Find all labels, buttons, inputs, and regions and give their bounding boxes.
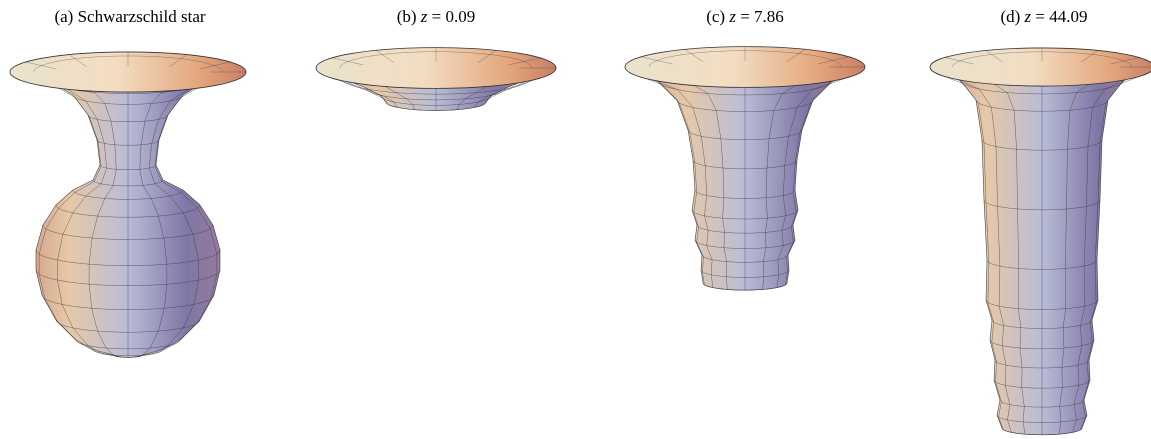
value: 0.09 [446, 7, 476, 26]
caption-b: (b) z = 0.09 [397, 7, 476, 26]
surfaces [10, 47, 1151, 435]
tag: (a) [54, 7, 73, 26]
value: 44.09 [1049, 7, 1087, 26]
tag: (d) [1000, 7, 1020, 26]
tag: (c) [706, 7, 725, 26]
relation: = [1035, 7, 1045, 26]
caption: Schwarzschild star [78, 7, 206, 26]
surface-body [930, 67, 1151, 435]
caption-c: (c) z = 7.86 [706, 7, 784, 26]
symbol: z [1024, 7, 1032, 26]
surface-inner [930, 48, 1151, 86]
symbol: z [420, 7, 428, 26]
tag: (b) [397, 7, 417, 26]
symbol: z [728, 7, 736, 26]
figure: (a) Schwarzschild star (b) z = 0.09 (c) … [0, 0, 1151, 439]
relation: = [432, 7, 442, 26]
relation: = [740, 7, 750, 26]
caption-a: (a) Schwarzschild star [54, 7, 205, 26]
caption-d: (d) z = 44.09 [1000, 7, 1087, 26]
value: 7.86 [754, 7, 784, 26]
